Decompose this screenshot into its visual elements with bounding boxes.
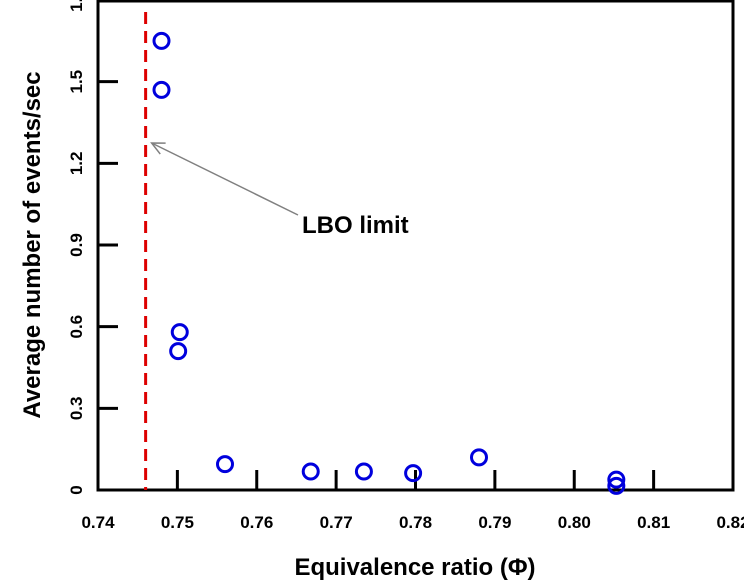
data-point [216, 455, 234, 474]
y-axis-title: Average number of events/sec [19, 71, 46, 418]
data-point [607, 470, 626, 489]
x-tick-label: 0.79 [478, 513, 511, 532]
data-point [354, 462, 373, 481]
x-tick-labels: 0.74 0.75 0.76 0.77 0.78 0.79 0.80 0.81 0.82 [81, 513, 744, 532]
x-tick-label: 0.82 [716, 513, 744, 532]
data-point [152, 80, 171, 99]
plot-frame [96, 0, 735, 492]
data-point [170, 323, 189, 342]
y-tick-label: 0.3 [67, 397, 86, 421]
annotation-arrowhead [150, 142, 166, 155]
y-tick-label: 1.2 [67, 152, 86, 176]
data-point [152, 31, 171, 50]
annotation-arrow [151, 142, 299, 216]
data-point [169, 342, 188, 361]
y-tick-labels: 0 0.3 0.6 0.9 1.2 1.5 1.8 [67, 0, 86, 495]
y-tick-label: 1.5 [67, 70, 86, 94]
x-tick-label: 0.78 [399, 513, 432, 532]
x-tick-label: 0.81 [637, 513, 670, 532]
x-tick-label: 0.77 [320, 513, 353, 532]
annotation-label: LBO limit [302, 212, 409, 239]
y-tick-label: 0.9 [67, 233, 86, 257]
data-point [470, 448, 488, 467]
x-tick-label: 0.75 [161, 513, 194, 532]
plot-axes [96, 0, 735, 492]
y-tick-label: 0 [67, 485, 86, 494]
data-point [607, 476, 626, 495]
data-point [301, 462, 320, 481]
y-tick-label: 0.6 [67, 315, 86, 339]
x-tick-label: 0.76 [240, 513, 273, 532]
x-tick-label: 0.74 [81, 513, 115, 532]
data-point [404, 464, 423, 483]
data-points [152, 31, 626, 495]
y-tick-label: 1.8 [67, 0, 86, 12]
x-tick-label: 0.80 [558, 513, 591, 532]
x-axis-title: Equivalence ratio (Φ) [294, 554, 535, 581]
